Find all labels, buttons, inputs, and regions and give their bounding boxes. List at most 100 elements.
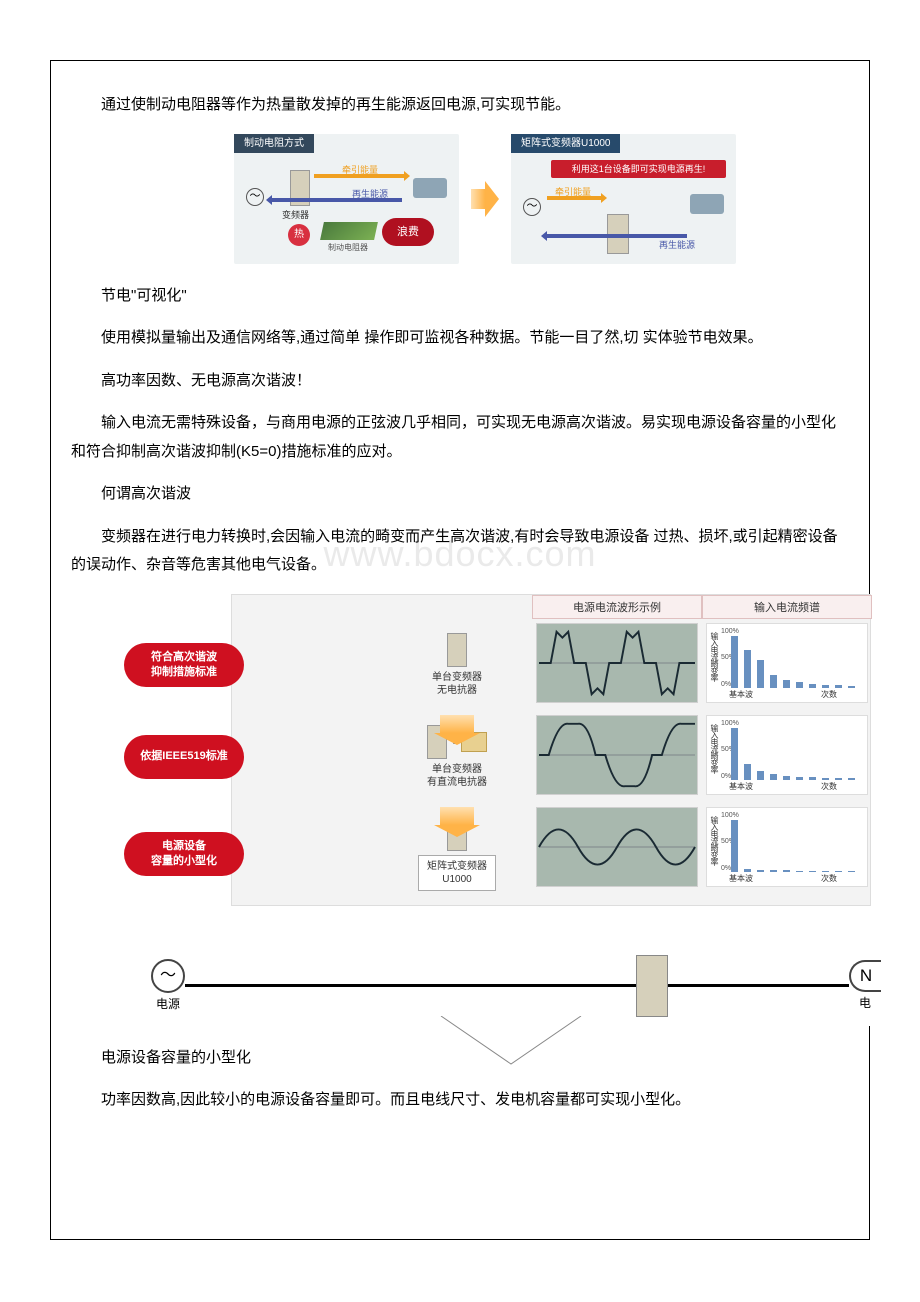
- spectrum-bar: [783, 776, 790, 780]
- harmonics-diagram: 电源电流波形示例 输入电流频谱 符合高次谐波抑制措施标准单台变频器无电抗器输入电…: [231, 594, 871, 1026]
- spectrum-bar: [770, 675, 777, 687]
- spectrum-ylabel: 输入电流畸变率: [709, 816, 720, 865]
- motor-icon: N: [849, 960, 881, 992]
- spectrum-xlabel-base: 基本波: [729, 689, 753, 700]
- spectrum-bar: [731, 636, 738, 688]
- spectrum-bar: [757, 870, 764, 872]
- badge-cell: 电源设备容量的小型化: [232, 803, 382, 905]
- power-line-diagram: 〜 电源 N 电: [151, 946, 881, 1026]
- spectrum-bar: [835, 871, 842, 872]
- spectrum-bars: [731, 728, 861, 780]
- spectrum-bar: [757, 660, 764, 687]
- spectrum-bar: [796, 682, 803, 687]
- regen-label: 再生能源: [352, 187, 388, 200]
- section-4-para: 功率因数高,因此较小的电源设备容量即可。而且电线尺寸、发电机容量都可实现小型化。: [71, 1086, 849, 1115]
- section-1-para: 使用模拟量输出及通信网络等,通过简单 操作即可监视各种数据。节能一目了然,切 实…: [71, 324, 849, 353]
- spectrum-xlabel-base: 基本波: [729, 781, 753, 792]
- spectrum-bar: [757, 771, 764, 779]
- pull-label-2: 牵引能量: [555, 185, 591, 198]
- spectrum-bar: [731, 820, 738, 872]
- spectrum-bar: [744, 764, 751, 780]
- section-2-para: 输入电流无需特殊设备，与商用电源的正弦波几乎相同，可实现无电源高次谐波。易实现电…: [71, 409, 849, 466]
- spectrum-bar: [822, 685, 829, 688]
- spectrum-bar: [835, 685, 842, 687]
- spectrum-bar: [783, 680, 790, 687]
- spectrum-bars: [731, 636, 861, 688]
- panel-body: 〜 变频器 牵引能量 再生能源 热 制动电阻器 浪费: [242, 160, 451, 256]
- document-page: 通过使制动电阻器等作为热量散发掉的再生能源返回电源,可实现节能。 制动电阻方式 …: [50, 60, 870, 1240]
- header-waveform: 电源电流波形示例: [532, 595, 702, 619]
- spectrum-cell: 输入电流畸变率100%50%0%基本波次数: [706, 623, 868, 703]
- harmonics-grid: 电源电流波形示例 输入电流频谱 符合高次谐波抑制措施标准单台变频器无电抗器输入电…: [231, 594, 871, 906]
- power-line: [185, 984, 636, 987]
- harmonics-header: 电源电流波形示例 输入电流频谱: [532, 595, 872, 619]
- spectrum-xlabel-order: 次数: [821, 873, 837, 884]
- panel-tab-left: 制动电阻方式: [234, 134, 314, 153]
- source-node: 〜 电源: [151, 959, 185, 1012]
- down-arrow-icon: [440, 715, 474, 733]
- u1000-panel: 矩阵式变频器U1000 利用这1台设备即可实现电源再生! 〜 牵引能量 再生能源: [511, 134, 736, 264]
- spectrum-xlabel-base: 基本波: [729, 873, 753, 884]
- spectrum-cell: 输入电流畸变率100%50%0%基本波次数: [706, 807, 868, 887]
- harmonic-badge: 符合高次谐波抑制措施标准: [124, 643, 244, 687]
- intro-paragraph: 通过使制动电阻器等作为热量散发掉的再生能源返回电源,可实现节能。: [71, 91, 849, 120]
- spectrum-bar: [848, 778, 855, 779]
- brake-resistor-label: 制动电阻器: [328, 242, 368, 253]
- waveform-cell: [536, 715, 698, 795]
- spectrum-bar: [809, 777, 816, 779]
- spectrum-bar: [783, 870, 790, 871]
- spectrum-bar: [796, 777, 803, 780]
- power-line: [668, 984, 849, 987]
- waste-badge: 浪费: [382, 218, 434, 246]
- panel-body: 〜 牵引能量 再生能源: [519, 160, 728, 256]
- brake-resistor-panel: 制动电阻方式 〜 变频器 牵引能量 再生能源 热 制动电阻器 浪费: [234, 134, 459, 264]
- spectrum-bar: [796, 871, 803, 872]
- source-label: 电源: [151, 995, 185, 1012]
- spectrum-bar: [770, 870, 777, 871]
- section-2-heading: 高功率因数、无电源高次谐波！: [71, 367, 849, 396]
- section-3-para: 变频器在进行电力转换时,会因输入电流的畸变而产生高次谐波,有时会导致电源设备 过…: [71, 523, 849, 580]
- spectrum-bar: [822, 871, 829, 872]
- harmonic-badge: 依据IEEE519标准: [124, 735, 244, 779]
- spectrum-xlabel-order: 次数: [821, 689, 837, 700]
- motor-icon: [413, 178, 447, 198]
- motor-node: N 电: [849, 960, 881, 1011]
- spectrum-bar: [848, 871, 855, 872]
- spectrum-bars: [731, 820, 861, 872]
- spectrum-bar: [809, 871, 816, 872]
- brake-resistor-icon: [320, 222, 378, 240]
- spectrum-bar: [731, 728, 738, 780]
- spectrum-ylabel: 输入电流畸变率: [709, 632, 720, 681]
- ac-source-icon: 〜: [151, 959, 185, 993]
- header-spectrum: 输入电流频谱: [702, 595, 872, 619]
- device-label: 单台变频器无电抗器: [432, 671, 482, 697]
- inverter-label: 变频器: [282, 208, 309, 221]
- regeneration-diagram: 制动电阻方式 〜 变频器 牵引能量 再生能源 热 制动电阻器 浪费 矩阵式变频器…: [121, 134, 849, 264]
- down-arrow-icon: [440, 807, 474, 825]
- waveform-cell: [536, 807, 698, 887]
- spectrum-bar: [744, 869, 751, 871]
- spectrum-ylabel: 输入电流畸变率: [709, 724, 720, 773]
- transition-arrow-icon: [471, 179, 499, 219]
- motor-label: 电: [849, 994, 881, 1011]
- ac-source-icon: 〜: [523, 198, 541, 216]
- spectrum-bar: [809, 684, 816, 688]
- motor-icon: [690, 194, 724, 214]
- spectrum-bar: [744, 650, 751, 687]
- section-1-heading: 节电"可视化": [71, 282, 849, 311]
- badge-cell: 符合高次谐波抑制措施标准: [232, 619, 382, 711]
- heat-badge: 热: [288, 224, 310, 246]
- device-cell: 单台变频器无电抗器: [382, 619, 532, 711]
- device-label: 单台变频器有直流电抗器: [427, 763, 487, 789]
- spectrum-bar: [848, 686, 855, 688]
- spectrum-xlabel-order: 次数: [821, 781, 837, 792]
- regen-label-2: 再生能源: [659, 238, 695, 251]
- inverter-big-icon: [636, 955, 668, 1017]
- section-4-heading: 电源设备容量的小型化: [71, 1044, 849, 1073]
- spectrum-cell: 输入电流畸变率100%50%0%基本波次数: [706, 715, 868, 795]
- pull-label: 牵引能量: [342, 163, 378, 176]
- spectrum-bar: [770, 774, 777, 779]
- badge-cell: 依据IEEE519标准: [232, 711, 382, 803]
- harmonic-badge: 电源设备容量的小型化: [124, 832, 244, 876]
- ac-source-icon: 〜: [246, 188, 264, 206]
